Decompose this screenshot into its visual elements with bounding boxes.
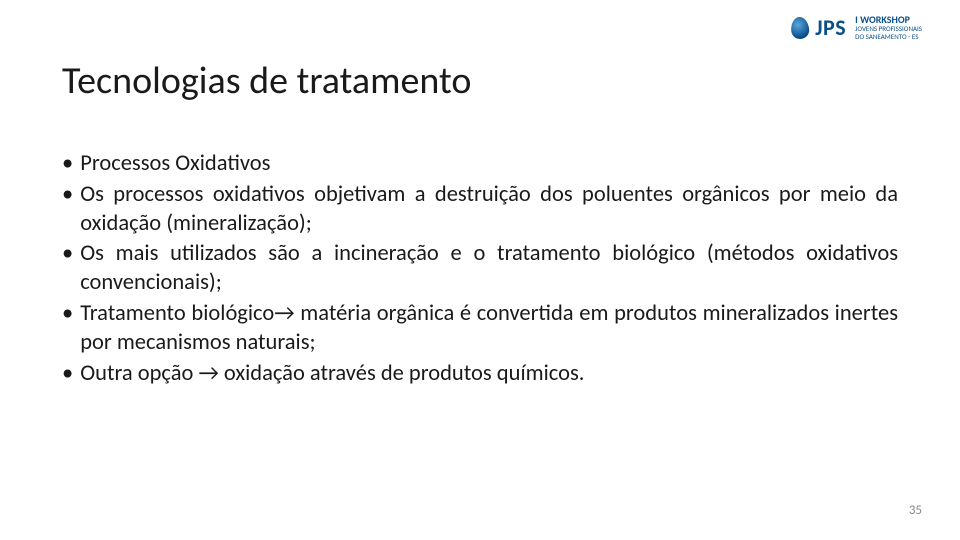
bullet-text: Os processos oxidativos objetivam a dest… [80, 181, 898, 239]
bullet-item: • Tratamento biológico→ matéria orgânica… [62, 300, 898, 358]
slide-title: Tecnologias de tratamento [62, 58, 471, 104]
bullet-item: • Os mais utilizados são a incineração e… [62, 240, 898, 298]
bullet-text: Os mais utilizados são a incineração e o… [80, 240, 898, 298]
water-drop-icon [790, 16, 810, 39]
logo-brand: JPS [815, 14, 846, 41]
bullet-dot-icon: • [62, 150, 73, 179]
bullet-text: Outra opção → oxidação através de produt… [80, 360, 898, 389]
bullet-text: Tratamento biológico→ matéria orgânica é… [80, 300, 898, 358]
logo-subtext: I WORKSHOP JOVENS PROFISSIONAIS DO SANEA… [855, 15, 922, 40]
bullet-list: • Processos Oxidativos • Os processos ox… [62, 150, 898, 390]
bullet-dot-icon: • [62, 360, 73, 389]
bullet-item: • Outra opção → oxidação através de prod… [62, 360, 898, 389]
bullet-dot-icon: • [62, 240, 73, 269]
page-number: 35 [909, 503, 922, 518]
bullet-text: Processos Oxidativos [80, 150, 898, 179]
logo-area: JPS I WORKSHOP JOVENS PROFISSIONAIS DO S… [791, 14, 922, 41]
bullet-dot-icon: • [62, 181, 73, 210]
logo-sub2: DO SANEAMENTO - ES [855, 33, 922, 40]
bullet-item: • Processos Oxidativos [62, 150, 898, 179]
bullet-dot-icon: • [62, 300, 73, 329]
bullet-item: • Os processos oxidativos objetivam a de… [62, 181, 898, 239]
